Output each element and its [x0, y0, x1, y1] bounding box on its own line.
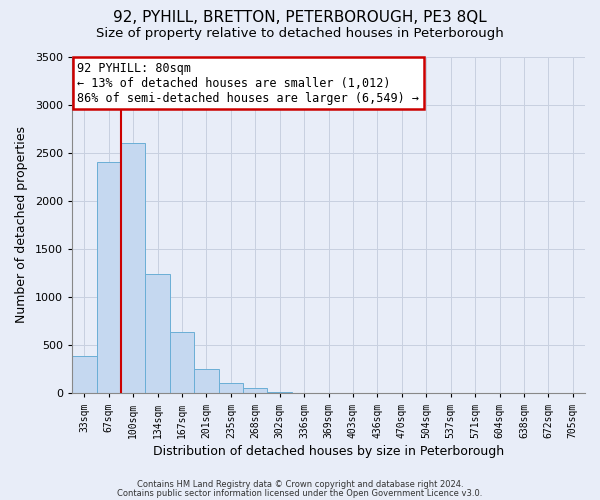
- Y-axis label: Number of detached properties: Number of detached properties: [15, 126, 28, 324]
- Bar: [268, 392, 292, 394]
- X-axis label: Distribution of detached houses by size in Peterborough: Distribution of detached houses by size …: [153, 444, 504, 458]
- Bar: [170, 332, 194, 394]
- Bar: [72, 356, 97, 394]
- Text: Contains public sector information licensed under the Open Government Licence v3: Contains public sector information licen…: [118, 488, 482, 498]
- Bar: [121, 143, 145, 394]
- Text: Contains HM Land Registry data © Crown copyright and database right 2024.: Contains HM Land Registry data © Crown c…: [137, 480, 463, 489]
- Text: 92, PYHILL, BRETTON, PETERBOROUGH, PE3 8QL: 92, PYHILL, BRETTON, PETERBOROUGH, PE3 8…: [113, 10, 487, 25]
- Bar: [218, 383, 243, 394]
- Bar: [243, 388, 268, 394]
- Text: Size of property relative to detached houses in Peterborough: Size of property relative to detached ho…: [96, 28, 504, 40]
- Bar: [145, 274, 170, 394]
- Bar: [97, 162, 121, 394]
- Bar: [194, 368, 218, 394]
- Text: 92 PYHILL: 80sqm
← 13% of detached houses are smaller (1,012)
86% of semi-detach: 92 PYHILL: 80sqm ← 13% of detached house…: [77, 62, 419, 104]
